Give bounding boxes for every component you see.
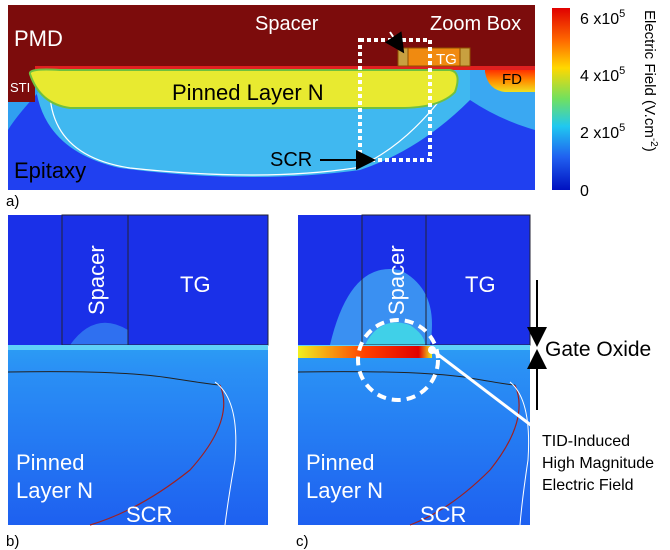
colorbar-tick: 0	[580, 183, 589, 200]
label: FD	[502, 71, 522, 88]
label: Zoom Box	[430, 13, 521, 35]
label: Epitaxy	[14, 158, 86, 183]
label: Layer N	[306, 478, 383, 503]
panel-label: a)	[6, 193, 19, 210]
oxide-field	[8, 66, 535, 70]
colorbar-tick: 2 x105	[580, 122, 625, 142]
label: Pinned	[16, 450, 85, 475]
pointer-dot	[428, 346, 436, 354]
fd-region	[485, 70, 535, 92]
label: TG	[180, 272, 211, 297]
scr-contour	[509, 381, 530, 526]
scr-contour	[49, 79, 441, 176]
colorbar-tick: 4 x105	[580, 65, 625, 85]
label: TG	[436, 51, 457, 68]
tg-gate	[397, 47, 471, 67]
panel-label: b)	[6, 533, 19, 550]
annotation: Electric Field	[542, 477, 634, 494]
spacer	[397, 47, 409, 67]
label: Spacer	[255, 13, 319, 35]
label: STI	[10, 80, 30, 95]
panel-label: c)	[296, 533, 309, 550]
pointer	[431, 348, 541, 434]
junction-line	[89, 384, 225, 526]
colorbar-title: Electric Field (V.cm-2)	[641, 10, 659, 152]
field-region	[70, 322, 128, 345]
junction-line	[297, 371, 516, 386]
label: Spacer	[84, 245, 109, 315]
colorbar-scale	[552, 8, 570, 190]
junction-line	[7, 371, 221, 386]
annotation: High Magnitude	[542, 455, 654, 472]
pointer	[384, 31, 405, 54]
panel-c: Spacer TG Pinned Layer N SCR Gate Oxide …	[296, 214, 654, 550]
label: Gate Oxide	[545, 338, 651, 361]
gate-oxide	[8, 345, 268, 350]
junction-line	[409, 384, 520, 526]
high-field-region	[298, 346, 432, 358]
label: Layer N	[16, 478, 93, 503]
label: SCR	[270, 149, 312, 171]
colorbar: 6 x105 4 x105 2 x105 0 Electric Field (V…	[552, 8, 659, 200]
label: Spacer	[384, 245, 409, 315]
pinned-layer	[28, 68, 459, 109]
panel-a: PMD STI Spacer Zoom Box TG FD Pinned Lay…	[6, 5, 535, 210]
scr-contour	[214, 381, 237, 526]
panel-b: Spacer TG Pinned Layer N SCR b)	[6, 214, 269, 550]
label: Pinned	[306, 450, 375, 475]
colorbar-tick: 6 x105	[580, 8, 625, 28]
label: SCR	[126, 502, 172, 527]
label: TG	[465, 272, 496, 297]
highlight-circle	[356, 318, 440, 402]
gate-region	[8, 215, 268, 345]
annotation: TID-Induced	[542, 433, 630, 450]
label: Pinned Layer N	[172, 80, 324, 105]
field-region	[365, 322, 425, 345]
label: SCR	[420, 502, 466, 527]
label: PMD	[14, 26, 63, 51]
spacer	[459, 47, 471, 67]
